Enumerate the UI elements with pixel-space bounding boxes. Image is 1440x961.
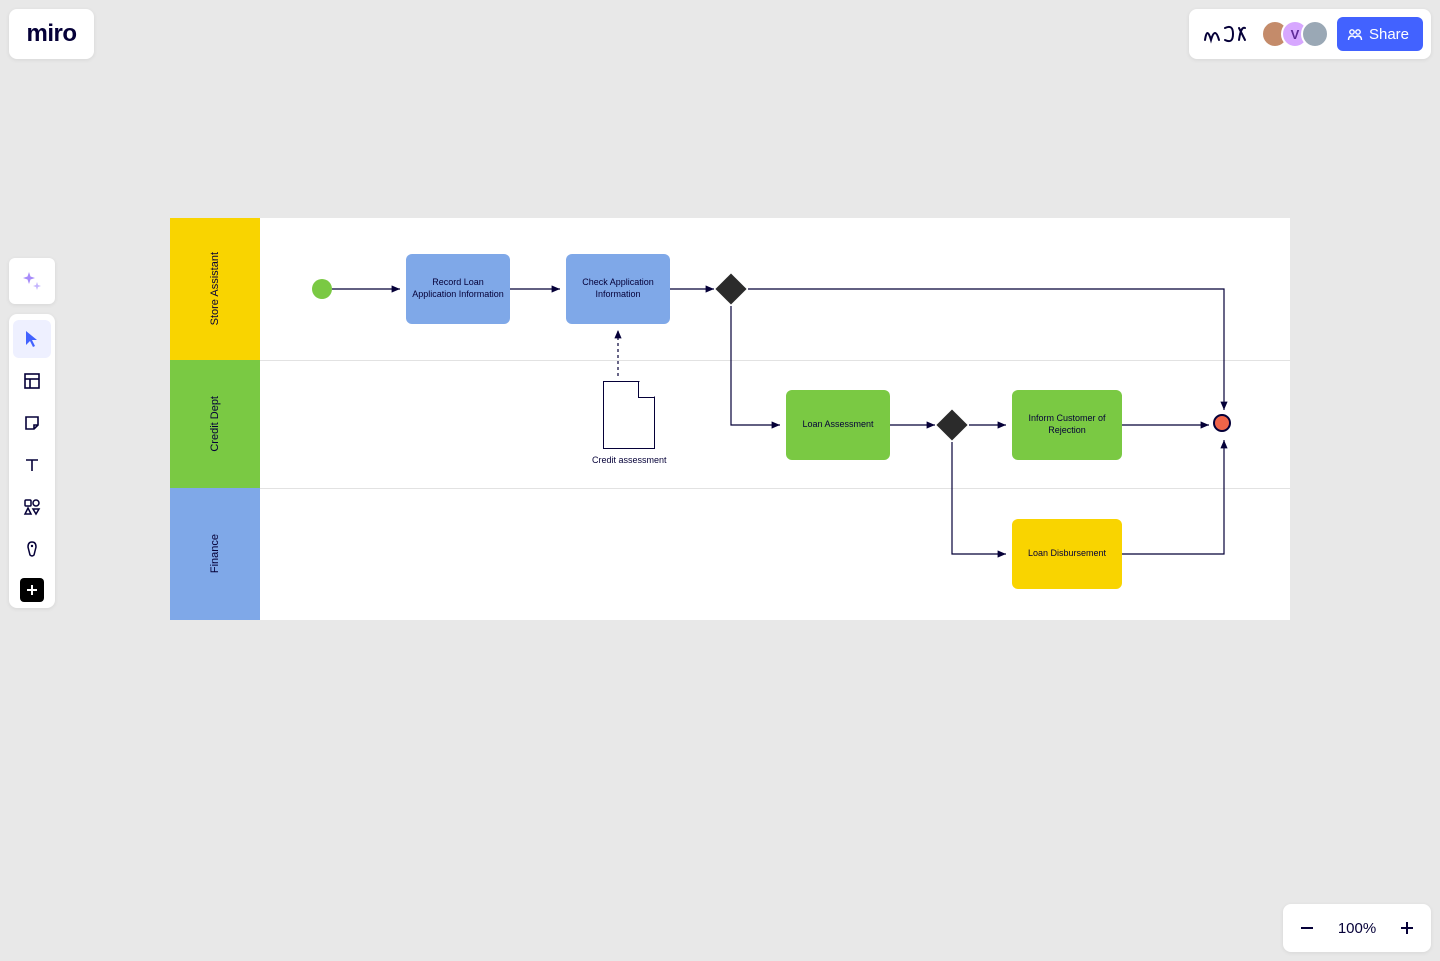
topbar-right: V Share [1189,9,1431,59]
text-tool[interactable] [13,446,51,484]
app-logo: miro [26,20,76,48]
bpmn-end-event[interactable] [1213,414,1231,432]
zoom-in-button[interactable] [1393,914,1421,942]
share-icon [1347,26,1363,42]
bpmn-task[interactable]: Check Application Information [566,254,670,324]
lane-divider [260,360,1290,361]
left-toolbar [9,258,55,608]
logo-card[interactable]: miro [9,9,94,59]
swimlane-header[interactable]: Store Assistant [170,218,260,360]
swimlane-label: Finance [209,534,221,573]
templates-tool[interactable] [13,362,51,400]
bpmn-start-event[interactable] [312,279,332,299]
bpmn-data-object-label: Credit assessment [592,455,667,465]
bpmn-task[interactable]: Loan Disbursement [1012,519,1122,589]
zoom-level[interactable]: 100% [1335,920,1379,937]
swimlane-label: Store Assistant [209,252,221,325]
zoom-bar: 100% [1283,904,1431,952]
swimlane-label: Credit Dept [209,396,221,452]
collaborator-avatar[interactable] [1301,20,1329,48]
lane-divider [260,488,1290,489]
toolbar-main [9,314,55,608]
shapes-tool[interactable] [13,488,51,526]
select-tool[interactable] [13,320,51,358]
bpmn-task[interactable]: Loan Assessment [786,390,890,460]
swimlane-diagram[interactable]: Store Assistant Credit Dept Finance Record … [170,218,1290,620]
bpmn-data-object[interactable]: Credit assessment [592,381,667,465]
share-button[interactable]: Share [1337,17,1423,51]
collaborator-avatars[interactable]: V [1261,20,1329,48]
swimlane-header[interactable]: Finance [170,488,260,620]
reaction-icon[interactable] [1197,20,1253,48]
bpmn-task[interactable]: Record Loan Application Information [406,254,510,324]
zoom-out-button[interactable] [1293,914,1321,942]
pen-tool[interactable] [13,530,51,568]
sticky-note-tool[interactable] [13,404,51,442]
more-tools-button[interactable] [20,578,44,602]
share-button-label: Share [1369,26,1409,43]
ai-sparkle-button[interactable] [9,258,55,304]
bpmn-gateway[interactable] [936,409,967,440]
bpmn-gateway[interactable] [715,273,746,304]
swimlane-header[interactable]: Credit Dept [170,360,260,488]
bpmn-task[interactable]: Inform Customer of Rejection [1012,390,1122,460]
